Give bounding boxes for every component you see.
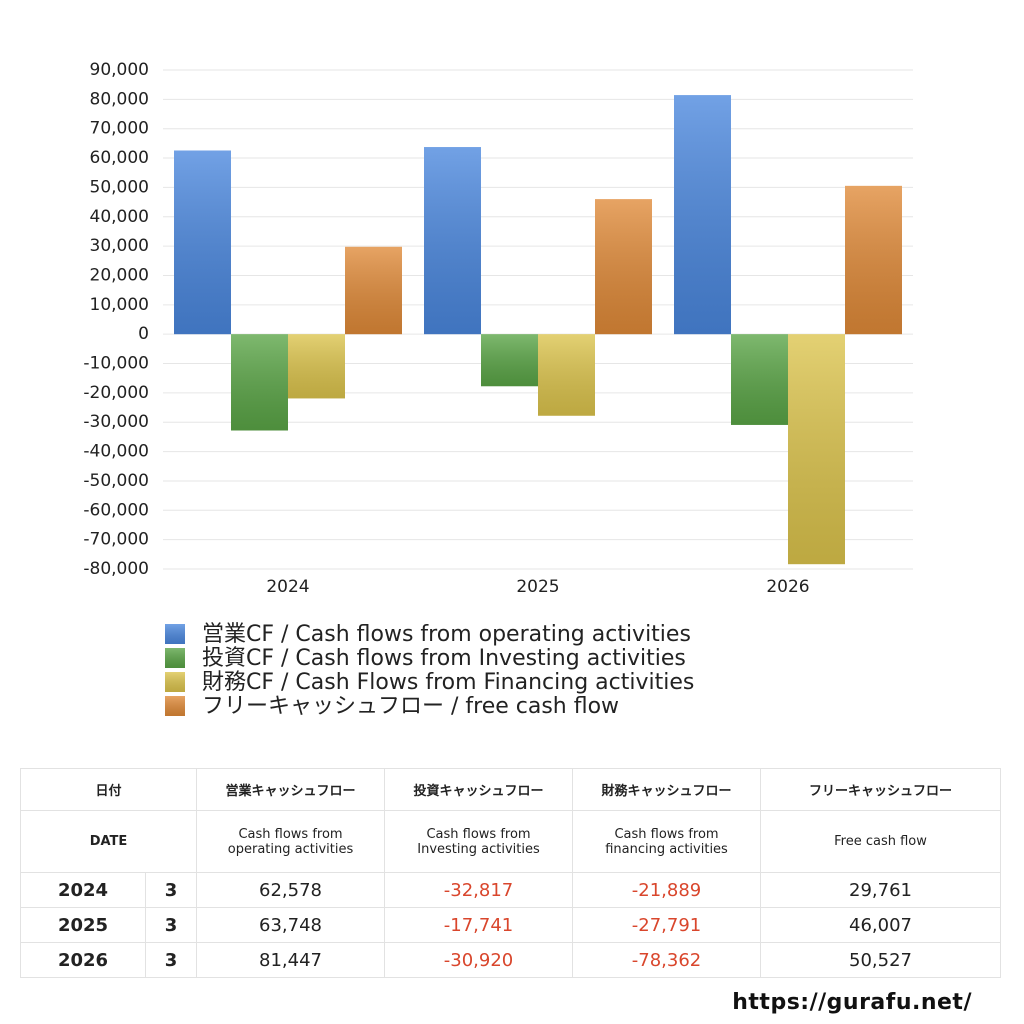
y-tick-label: 30,000 (90, 236, 149, 256)
table-cell: 財務キャッシュフロー (572, 768, 762, 811)
legend-swatch-shade (165, 624, 185, 644)
y-tick-label: -30,000 (83, 412, 149, 432)
table-row: DATE Cash flows from operating activities… (19, 810, 1002, 873)
table-cell: -30,920 (384, 942, 574, 978)
y-tick-label: 10,000 (90, 295, 149, 315)
bar (481, 334, 538, 387)
data-table: 日付 営業キャッシュフロー 投資キャッシュフロー 財務キャッシュフロー フリーキャッシュ… (19, 768, 1002, 978)
table-cell: 29,761 (760, 872, 1002, 908)
table-cell: -32,817 (384, 872, 574, 908)
bar (674, 95, 731, 335)
table-cell: 46,007 (760, 907, 1002, 943)
x-tick-label: 2024 (266, 577, 309, 597)
y-tick-label: -50,000 (83, 471, 149, 491)
bar (174, 150, 231, 335)
table-cell: -78,362 (572, 942, 762, 978)
table-cell: 投資キャッシュフロー (384, 768, 574, 811)
table-row: 日付 営業キャッシュフロー 投資キャッシュフロー 財務キャッシュフロー フリーキャッシュ… (19, 768, 1002, 811)
table-cell: フリーキャッシュフロー (760, 768, 1002, 811)
table-cell: -27,791 (572, 907, 762, 943)
legend-label: 投資CF / Cash flows from Investing activit… (202, 646, 686, 671)
table-cell: Free cash flow (760, 810, 1002, 873)
x-tick-label: 2025 (516, 577, 559, 597)
y-tick-label: 0 (138, 324, 149, 344)
y-tick-label: -40,000 (83, 442, 149, 462)
table-cell: 日付 (19, 768, 198, 811)
footer-url: https://gurafu.net/ (732, 990, 972, 1015)
table-cell: 63,748 (196, 907, 386, 943)
table-cell: Cash flows from Investing activities (384, 810, 574, 873)
bar (845, 185, 902, 335)
table-cell: 3 (144, 872, 198, 908)
y-tick-label: 60,000 (90, 148, 149, 168)
table-row: 2026 3 81,447 -30,920 -78,362 50,527 (20, 942, 1002, 978)
bar (538, 334, 595, 416)
table-cell: 3 (144, 942, 198, 978)
table-cell: 2024 (20, 872, 146, 908)
y-tick-label: 80,000 (90, 89, 149, 109)
table-cell: 2025 (20, 907, 146, 943)
bar (345, 246, 402, 335)
bar (595, 199, 652, 335)
table-cell: -21,889 (572, 872, 762, 908)
y-tick-label: -60,000 (83, 500, 149, 520)
y-tick-label: 70,000 (90, 119, 149, 139)
x-tick-label: 2026 (766, 577, 809, 597)
chart: 90,000 80,000 70,000 60,000 50,000 40,000 30,0… (83, 60, 913, 719)
table-cell: -17,741 (384, 907, 574, 943)
table-cell: 62,578 (196, 872, 386, 908)
y-tick-label: 40,000 (90, 207, 149, 227)
y-tick-label: -70,000 (83, 530, 149, 550)
y-tick-label: -80,000 (83, 559, 149, 579)
table-cell: Cash flows from operating activities (196, 810, 386, 873)
legend-label: フリーキャッシュフロー / free cash flow (202, 694, 619, 719)
table-cell: 81,447 (196, 942, 386, 978)
legend-swatch-shade (165, 672, 185, 692)
y-tick-label: 50,000 (90, 177, 149, 197)
table-cell: Cash flows from financing activities (572, 810, 762, 873)
y-tick-label: 20,000 (90, 265, 149, 285)
y-tick-label: -10,000 (83, 354, 149, 374)
bar (231, 334, 288, 431)
legend-swatch-shade (165, 648, 185, 668)
y-tick-label: 90,000 (90, 60, 149, 80)
table-cell: 50,527 (760, 942, 1002, 978)
table-cell: DATE (19, 810, 198, 873)
bar (288, 334, 345, 399)
bar (424, 147, 481, 335)
y-tick-label: -20,000 (83, 383, 149, 403)
legend-label: 営業CF / Cash flows from operating activit… (202, 622, 691, 647)
legend-label: 財務CF / Cash Flows from Financing activit… (202, 670, 694, 695)
table-cell: 営業キャッシュフロー (196, 768, 386, 811)
table-cell: 3 (144, 907, 198, 943)
legend-swatch-shade (165, 696, 185, 716)
table-cell: 2026 (20, 942, 146, 978)
table-row: 2025 3 63,748 -17,741 -27,791 46,007 (20, 907, 1002, 943)
table-row: 2024 3 62,578 -32,817 -21,889 29,761 (20, 872, 1002, 908)
bar (788, 334, 845, 565)
bar (731, 334, 788, 425)
